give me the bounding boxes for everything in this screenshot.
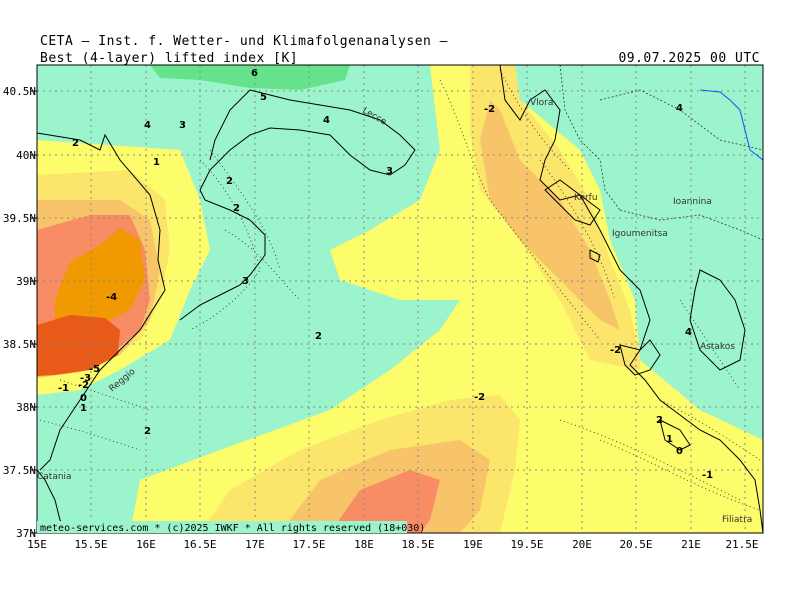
- contour-label: 2: [226, 176, 233, 187]
- institute-title: CETA — Inst. f. Wetter- und Klimafolgena…: [40, 34, 449, 49]
- contour-label: 4: [323, 115, 330, 126]
- lat-label: 37.5N: [3, 464, 36, 477]
- lon-label: 21E: [681, 538, 701, 551]
- place-ioannina: Ioannina: [673, 197, 712, 207]
- contour-label: 6: [251, 68, 258, 79]
- contour-label: 2: [72, 138, 79, 149]
- lon-label: 15.5E: [74, 538, 107, 551]
- lon-label: 20.5E: [619, 538, 652, 551]
- field-yellow: [130, 65, 763, 533]
- field-orange-south: [330, 470, 440, 533]
- contour-label: 5: [260, 92, 267, 103]
- lon-label: 21.5E: [725, 538, 758, 551]
- country-borders: [559, 65, 763, 241]
- lon-label: 15E: [27, 538, 47, 551]
- coastlines: [37, 65, 763, 533]
- lon-label: 18.5E: [401, 538, 434, 551]
- lat-label: 39N: [16, 275, 36, 288]
- lon-label: 19E: [463, 538, 483, 551]
- place-korfu: Korfu: [574, 193, 598, 203]
- contour-label: 0: [80, 393, 87, 404]
- lat-labels: 40.5N 40N 39.5N 39N 38.5N 38N 37.5N 37N: [3, 85, 36, 540]
- contour-label: 2: [144, 426, 151, 437]
- valid-time: 09.07.2025 00 UTC: [618, 51, 760, 66]
- contour-label: -2: [484, 104, 495, 115]
- contour-label: 0: [676, 446, 683, 457]
- lon-labels: 15E 15.5E 16E 16.5E 17E 17.5E 18E 18.5E …: [27, 538, 759, 551]
- lon-label: 17E: [245, 538, 265, 551]
- lat-label: 38N: [16, 401, 36, 414]
- place-astakos: Astakos: [700, 342, 735, 352]
- place-vlora: Vlora: [530, 98, 553, 108]
- lat-label: 40N: [16, 149, 36, 162]
- contour-label: -1: [58, 383, 69, 394]
- lat-label: 38.5N: [3, 338, 36, 351]
- contour-lines: [39, 69, 761, 511]
- graticule: [37, 65, 763, 533]
- field-orange-light: [480, 100, 620, 330]
- copyright-bg: [37, 521, 407, 533]
- contour-label: 1: [153, 157, 160, 168]
- place-filiatra: Filiatra: [722, 515, 752, 525]
- lon-label: 20E: [572, 538, 592, 551]
- place-igoumenitsa: Igoumenitsa: [612, 229, 668, 239]
- lon-label: 16E: [136, 538, 156, 551]
- contour-label: 2: [315, 331, 322, 342]
- contour-label: -4: [106, 292, 117, 303]
- contour-label: -2: [78, 380, 89, 391]
- lon-label: 17.5E: [292, 538, 325, 551]
- contour-label: 2: [656, 415, 663, 426]
- lon-label: 18E: [354, 538, 374, 551]
- lon-label: 16.5E: [183, 538, 216, 551]
- field-orange-core: [55, 228, 145, 330]
- lon-label: 19.5E: [510, 538, 543, 551]
- contour-labels: 6 5 4 3 2 1 2 4 3 2 3 4 -2 4 2 -4 -5 -3 …: [58, 68, 713, 481]
- contour-label: -1: [702, 470, 713, 481]
- contour-label: 2: [233, 203, 240, 214]
- lat-label: 40.5N: [3, 85, 36, 98]
- variable-title: Best (4-layer) lifted index [K]: [40, 51, 299, 66]
- contour-label: 4: [144, 120, 151, 131]
- contour-label: -5: [89, 364, 100, 375]
- contour-label: -2: [610, 345, 621, 356]
- contour-label: 3: [386, 166, 393, 177]
- copyright-text: meteo-services.com * (c)2025 IWKF * All …: [40, 523, 425, 534]
- contour-label: 3: [179, 120, 186, 131]
- lat-label: 37N: [16, 527, 36, 540]
- contour-label: 1: [666, 434, 673, 445]
- contour-label: 1: [80, 403, 87, 414]
- contour-label: -2: [474, 392, 485, 403]
- lat-label: 39.5N: [3, 212, 36, 225]
- river: [699, 89, 763, 161]
- field-red: [37, 315, 120, 376]
- contour-label: 4: [685, 327, 692, 338]
- contour-label: -3: [80, 373, 91, 384]
- contour-label: 3: [242, 276, 249, 287]
- place-catania: Catania: [37, 472, 72, 482]
- axis-ticks: [31, 90, 37, 534]
- contour-label: 4: [676, 103, 683, 114]
